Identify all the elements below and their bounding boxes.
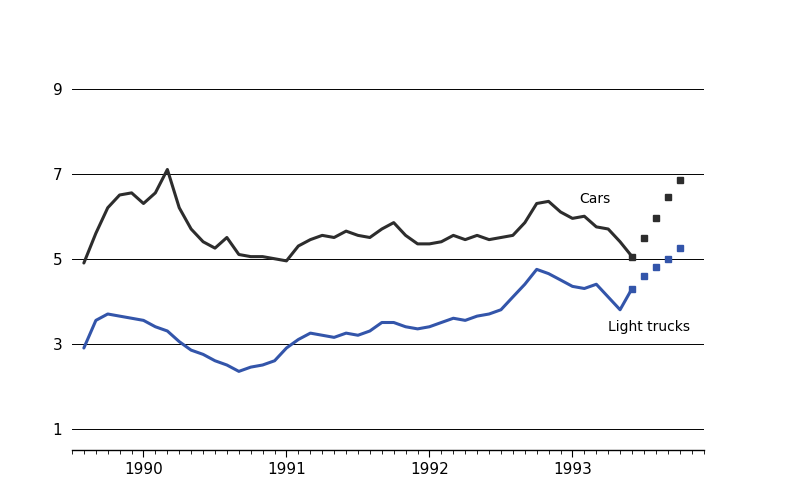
Text: Light trucks: Light trucks [608,320,690,334]
Text: Cars: Cars [580,192,611,205]
